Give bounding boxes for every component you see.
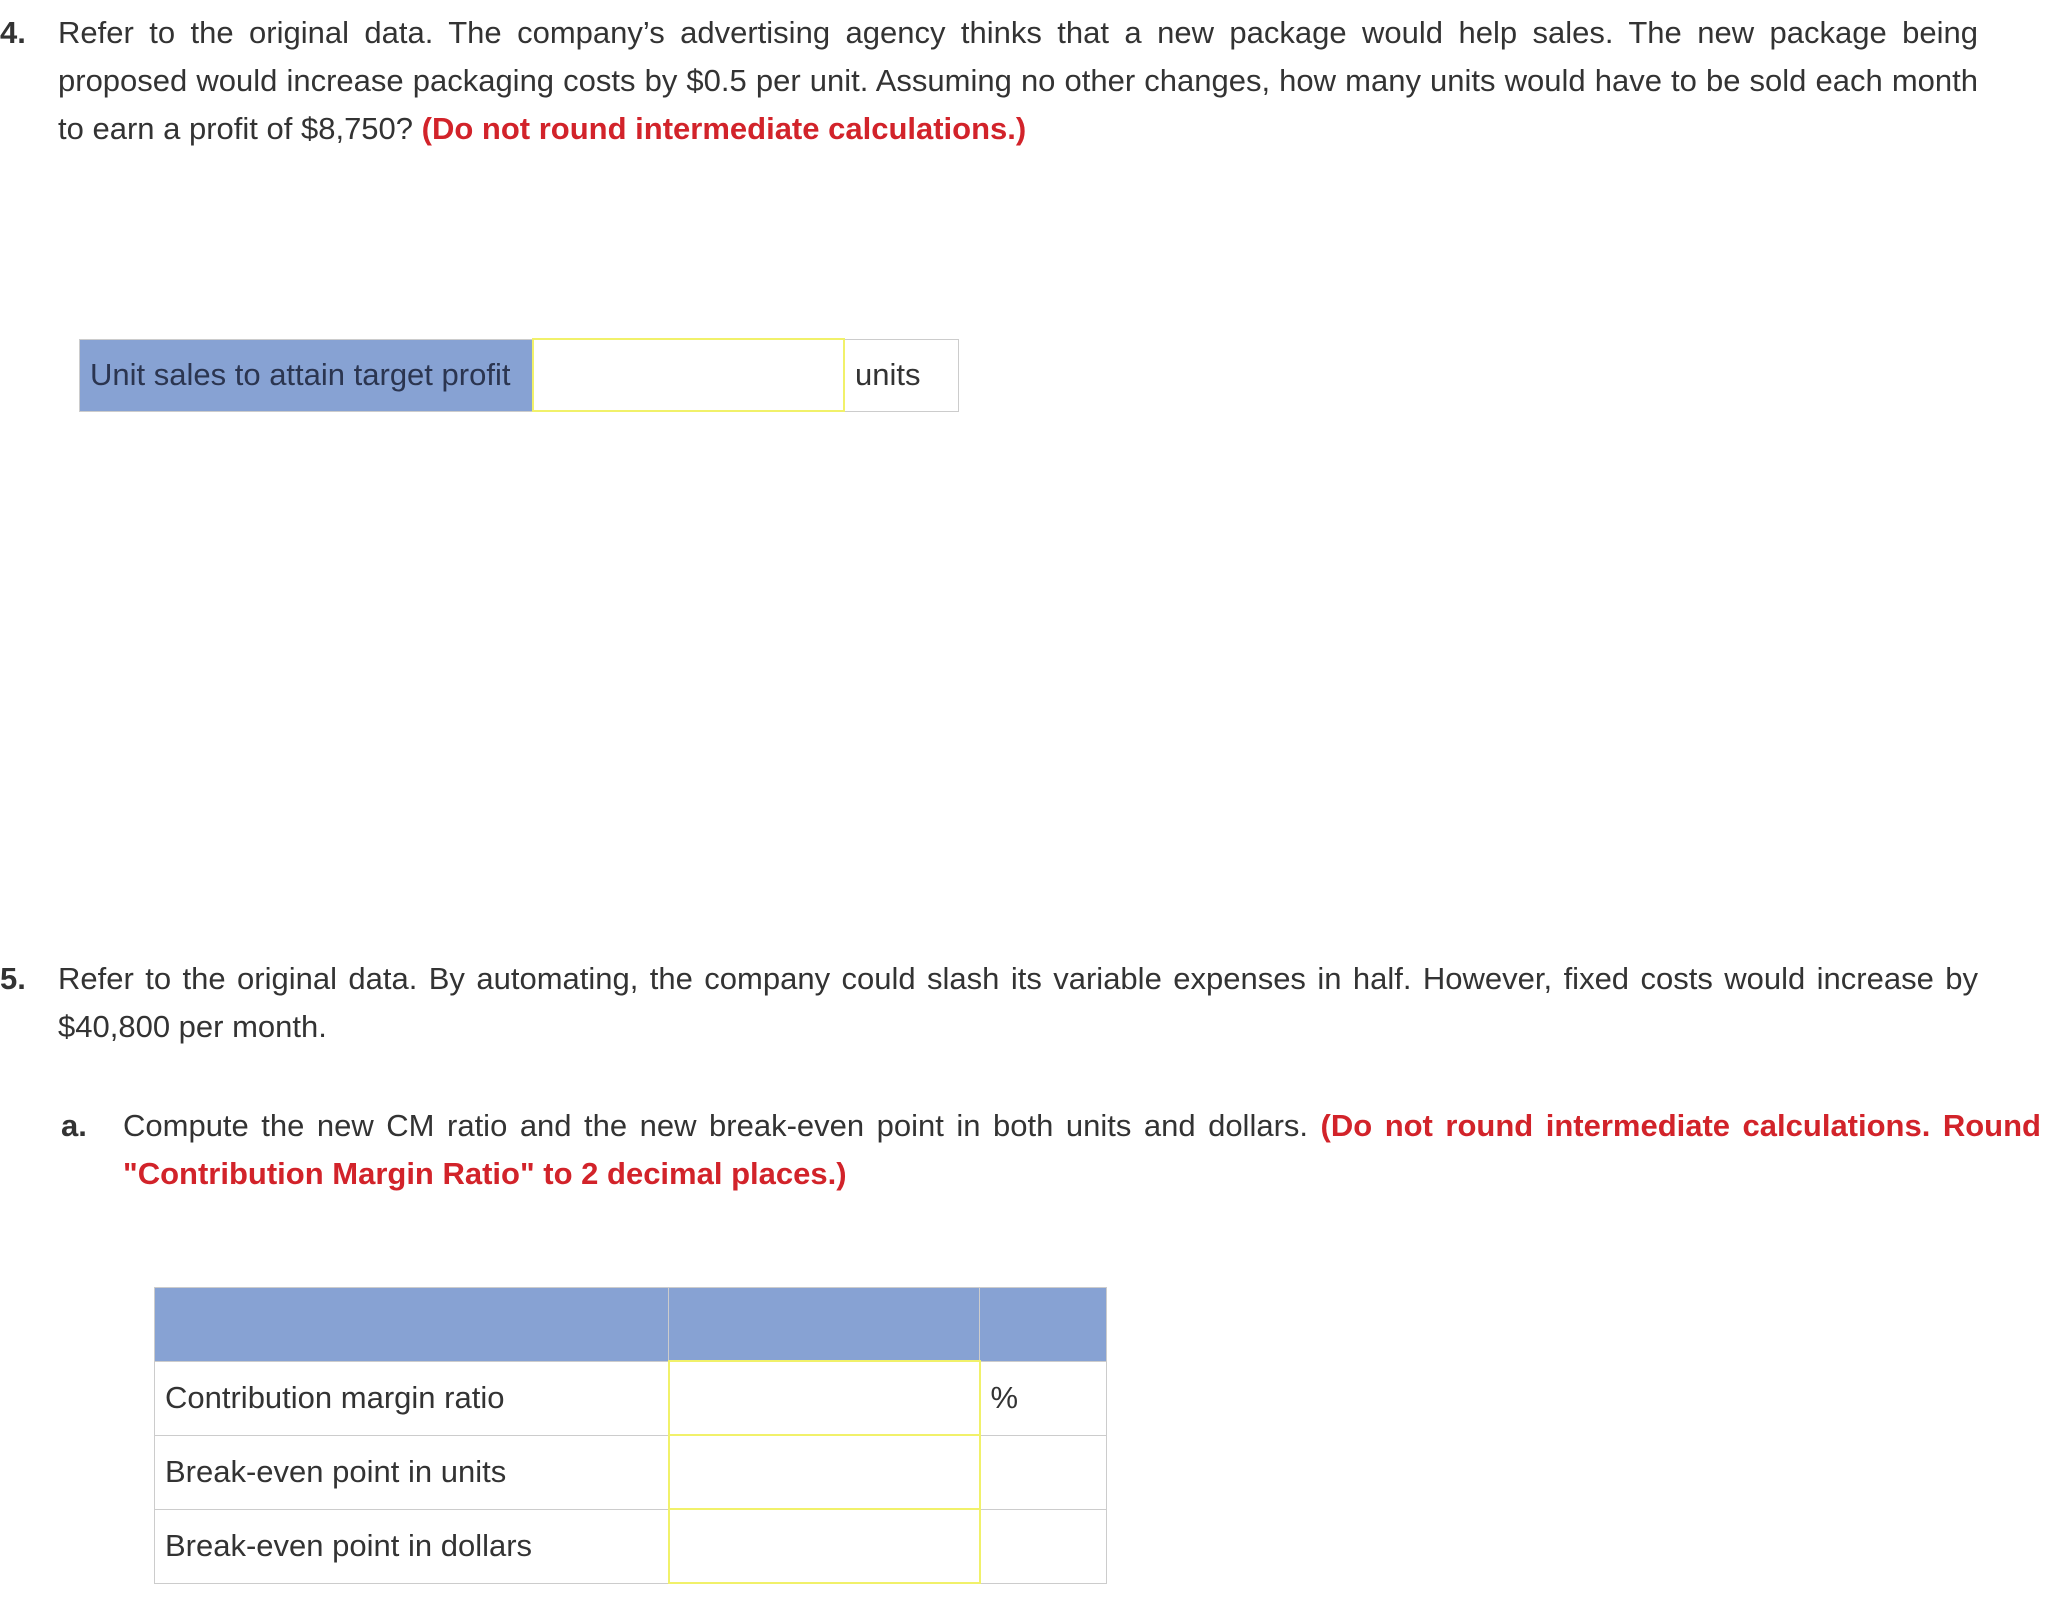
row-label: Break-even point in units [154,1434,669,1510]
table-row: Break-even point in dollars [154,1508,1107,1584]
input-cell [532,338,845,412]
cm-ratio-input[interactable] [669,1362,979,1434]
instruction: (Do not round intermediate calculations.… [123,1108,2041,1191]
break-even-units-input[interactable] [669,1436,979,1508]
break-even-table: Contribution margin ratio % Break-even p… [154,1287,1107,1584]
unit-label: units [843,338,959,412]
question-text: Compute the new CM ratio and the new bre… [123,1108,1309,1143]
row-label: Contribution margin ratio [154,1360,669,1436]
table-row: Break-even point in units [154,1434,1107,1510]
question-text: Refer to the original data. By automatin… [58,961,1978,1044]
question-5a: a. Compute the new CM ratio and the new … [61,1102,2041,1198]
question-4: 4. Refer to the original data. The compa… [0,9,1978,153]
unit-label [979,1434,1107,1510]
target-profit-table: Unit sales to attain target profit units [79,338,959,412]
question-5: 5. Refer to the original data. By automa… [0,955,1978,1051]
question-number: 4. [0,15,26,50]
row-label: Break-even point in dollars [154,1508,669,1584]
header-row [154,1287,1107,1362]
question-number: 5. [0,961,26,996]
part-letter: a. [61,1108,87,1143]
unit-label: % [979,1360,1107,1436]
break-even-dollars-input[interactable] [669,1510,979,1582]
instruction: (Do not round intermediate calculations.… [421,111,1027,146]
table-row: Contribution margin ratio % [154,1360,1107,1436]
unit-label [979,1508,1107,1584]
unit-sales-input[interactable] [534,340,843,410]
question-text: Refer to the original data. The company’… [58,15,1978,146]
row-label: Unit sales to attain target profit [79,338,534,412]
